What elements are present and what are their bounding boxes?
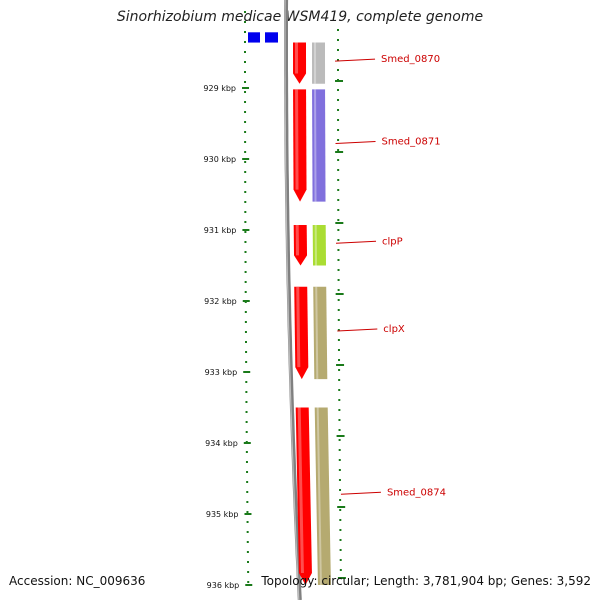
ruler-label: 930 kbp [204,155,237,164]
gene-label-leader [337,328,378,332]
gene-label: Smed_0874 [387,487,446,498]
gene-feature-bar [313,286,328,380]
gene-cds-highlight [297,407,304,573]
gene-label-leader [340,491,381,495]
gene-label: clpP [382,236,403,247]
ruler-label: 935 kbp [206,510,239,519]
topology-text: Topology: circular; Length: 3,781,904 bp… [261,574,591,588]
gene-feature-highlight [314,225,318,266]
gene-feature-highlight [314,42,317,84]
accession-text: Accession: NC_009636 [9,574,146,588]
gene-feature-bar [312,225,327,266]
gene-top-blue-b [265,32,278,43]
label-layer: Smed_0870 Smed_0871 clpP clpX Smed_0874 [335,54,446,498]
gene-top-blue-a [248,32,260,43]
gene-cds-highlight [295,225,300,256]
ruler-label: 934 kbp [205,439,238,448]
gene-cds-highlight [296,286,301,368]
map-title: Sinorhizobium medicae WSM419, complete g… [116,9,484,25]
ruler-label: 933 kbp [205,368,238,377]
gene-label-leader [335,141,376,145]
gene-label: clpX [383,324,405,335]
ruler-label: 932 kbp [204,297,237,306]
genome-backbone-highlight [284,0,300,600]
gene-cds-arrow [293,225,308,266]
gene-label-leader [335,58,376,62]
genome-backbone [284,0,302,600]
gene-feature-bar [314,407,331,585]
gene-cds-arrow [293,89,307,202]
gene-label-leader [335,240,377,244]
gene-cds-arrow [293,42,307,84]
gene-feature-highlight [316,407,322,585]
gene-label: Smed_0871 [382,137,441,148]
ruler-layer: 929 kbp 930 kbp 931 kbp 932 kbp 933 kbp 934 k… [203,11,346,590]
gene-label: Smed_0870 [381,54,440,65]
ruler-label: 936 kbp [207,581,240,590]
gene-layer [248,32,331,585]
ruler-label: 929 kbp [203,84,236,93]
gene-feature-bar [312,42,326,84]
ruler-label: 931 kbp [204,226,237,235]
gene-cds-arrow [294,286,309,380]
backbone-layer [284,0,302,600]
gene-feature-bar [312,89,326,202]
gene-cds-highlight [295,89,299,190]
gene-feature-highlight [315,286,319,380]
gene-feature-highlight [314,89,317,202]
gene-cds-highlight [295,42,299,74]
